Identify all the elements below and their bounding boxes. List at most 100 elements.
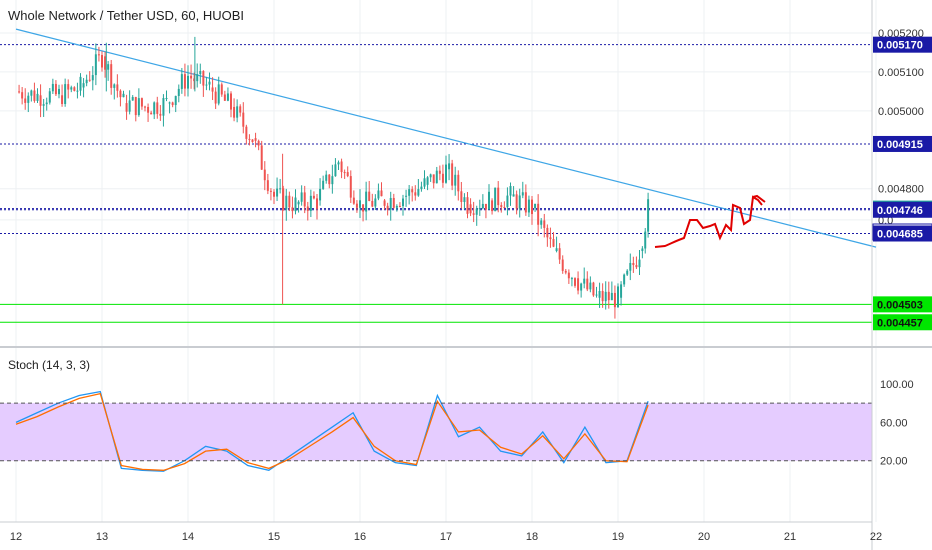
candle-body (193, 78, 196, 82)
candle-body (389, 197, 392, 210)
candle-body (491, 200, 494, 212)
candle-body (42, 104, 45, 106)
candle-body (285, 195, 288, 210)
price-tick: 0.005100 (878, 67, 924, 79)
candle-body (58, 88, 60, 95)
candle-body (638, 259, 641, 268)
candle-body (70, 87, 73, 90)
candle-body (88, 79, 91, 81)
candle-body (534, 203, 537, 209)
candle-body (196, 74, 199, 82)
candle-body (36, 93, 39, 101)
candle-body (165, 98, 168, 100)
candle-body (260, 145, 263, 170)
time-tick: 17 (440, 531, 452, 543)
candle-body (309, 195, 312, 211)
candle-body (414, 192, 417, 196)
candle-body (48, 91, 51, 103)
projection-drawing[interactable] (654, 194, 766, 248)
candle-body (420, 186, 423, 190)
candle-body (561, 259, 564, 271)
time-tick: 15 (268, 531, 280, 543)
candle-body (288, 195, 291, 208)
candle-body (190, 75, 193, 79)
stoch-d-line (15, 392, 649, 471)
candle-body (230, 93, 232, 110)
candle-body (276, 188, 279, 197)
candle-body (515, 194, 518, 209)
stoch-tick: 100.00 (880, 379, 914, 391)
candle-body (429, 174, 432, 178)
candle-body (469, 204, 472, 214)
stoch-k-line (15, 390, 649, 472)
candle-body (294, 197, 297, 212)
candles (18, 36, 650, 319)
candle-body (423, 178, 426, 187)
candle-body (583, 278, 586, 284)
candle-body (187, 75, 189, 89)
candle-body (208, 81, 211, 85)
candle-body (107, 64, 110, 70)
candle-body (150, 112, 153, 115)
stoch-tick: 60.00 (880, 417, 908, 429)
candle-body (291, 207, 294, 212)
candle-body (73, 87, 76, 91)
candle-body (451, 163, 454, 186)
candle-body (101, 55, 103, 68)
candle-body (521, 192, 524, 196)
candle-body (140, 98, 143, 107)
time-tick: 18 (526, 531, 538, 543)
time-tick: 22 (870, 531, 882, 543)
price-tag (873, 225, 932, 242)
candle-body (647, 199, 650, 232)
candle-body (236, 106, 239, 118)
candle-body (362, 204, 365, 212)
candle-body (488, 191, 490, 210)
candle-body (383, 200, 386, 206)
candle-body (18, 91, 21, 93)
candle-body (402, 198, 404, 207)
time-axis[interactable]: 12 13 14 15 16 17 18 19 20 21 22 (0, 521, 882, 543)
candle-body (617, 286, 619, 308)
candle-body (122, 93, 125, 98)
candle-body (610, 292, 613, 301)
candle-body (392, 197, 395, 208)
candle-body (33, 90, 36, 101)
price-levels (0, 44, 872, 323)
candle-body (21, 92, 24, 99)
candle-body (306, 206, 309, 211)
candle-body (239, 106, 242, 113)
candle-body (211, 87, 214, 92)
candle-body (61, 95, 64, 105)
candle-body (570, 278, 573, 280)
candle-body (604, 291, 607, 302)
candle-body (601, 291, 604, 302)
candle-body (94, 54, 97, 76)
candle-body (24, 98, 27, 103)
candle-body (303, 192, 306, 207)
candle-body (273, 191, 275, 197)
candle-body (506, 195, 509, 208)
candle-body (242, 112, 245, 127)
candle-body (398, 205, 401, 207)
candle-body (408, 189, 411, 196)
candle-body (531, 199, 533, 215)
candle-body (171, 102, 174, 106)
candle-body (45, 102, 48, 105)
candle-body (349, 176, 352, 198)
candle-body (518, 195, 521, 209)
candle-body (85, 79, 88, 84)
candle-body (269, 190, 272, 192)
candle-body (233, 106, 236, 118)
price-tag-label: 0.004685 (877, 229, 923, 241)
time-tick: 21 (784, 531, 796, 543)
price-tick: 0.004800 (878, 184, 924, 196)
time-tick: 16 (354, 531, 366, 543)
candle-body (359, 200, 361, 208)
candle-body (595, 294, 598, 296)
candle-body (156, 102, 159, 114)
price-tag (873, 296, 932, 313)
candle-body (623, 274, 626, 285)
